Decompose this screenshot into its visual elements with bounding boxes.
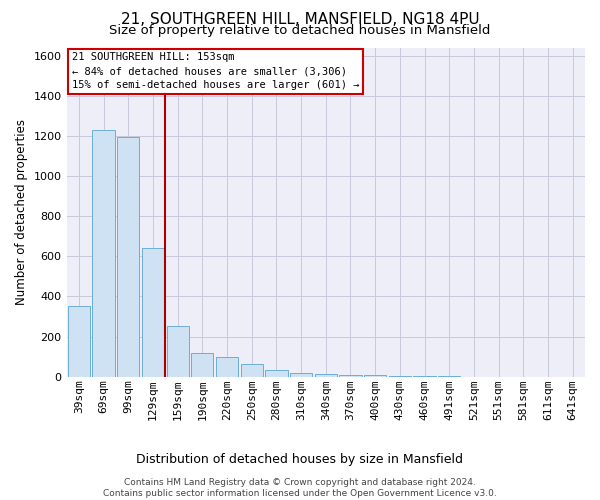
Y-axis label: Number of detached properties: Number of detached properties xyxy=(15,119,28,305)
Bar xyxy=(216,356,238,376)
Bar xyxy=(68,306,90,376)
Text: Contains HM Land Registry data © Crown copyright and database right 2024.
Contai: Contains HM Land Registry data © Crown c… xyxy=(103,478,497,498)
Bar xyxy=(340,374,362,376)
Text: 21, SOUTHGREEN HILL, MANSFIELD, NG18 4PU: 21, SOUTHGREEN HILL, MANSFIELD, NG18 4PU xyxy=(121,12,479,28)
Bar xyxy=(142,248,164,376)
Bar xyxy=(364,375,386,376)
Bar xyxy=(265,370,287,376)
Text: 21 SOUTHGREEN HILL: 153sqm
← 84% of detached houses are smaller (3,306)
15% of s: 21 SOUTHGREEN HILL: 153sqm ← 84% of deta… xyxy=(72,52,359,90)
Bar xyxy=(290,372,312,376)
Text: Size of property relative to detached houses in Mansfield: Size of property relative to detached ho… xyxy=(109,24,491,37)
Bar xyxy=(191,352,214,376)
Bar xyxy=(117,137,139,376)
Bar xyxy=(92,130,115,376)
Bar xyxy=(167,326,189,376)
Bar xyxy=(314,374,337,376)
Bar xyxy=(241,364,263,376)
Text: Distribution of detached houses by size in Mansfield: Distribution of detached houses by size … xyxy=(137,452,464,466)
